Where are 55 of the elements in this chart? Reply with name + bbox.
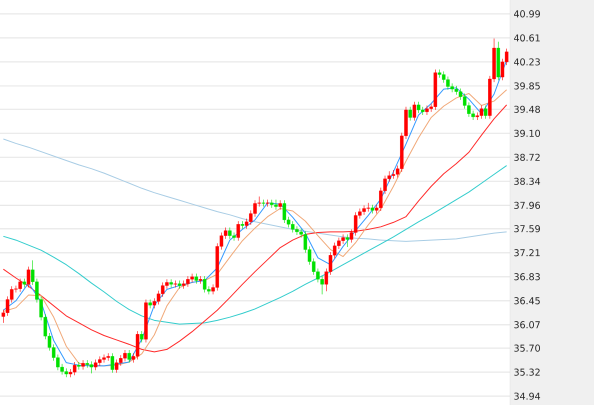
candlestick (282, 200, 286, 224)
candlestick (90, 361, 94, 374)
candlestick (341, 234, 345, 244)
y-tick-label: 37.96 (514, 202, 540, 209)
y-tick-label: 40.99 (514, 10, 540, 18)
candlestick (198, 276, 202, 284)
candlestick (94, 359, 98, 371)
y-tick-label: 38.34 (514, 178, 540, 185)
candlestick (26, 266, 30, 288)
candlestick (228, 227, 232, 240)
candlestick (114, 359, 118, 374)
y-tick-label: 35.70 (514, 344, 540, 352)
candlestick (412, 101, 416, 121)
candlestick (278, 200, 282, 210)
candlestick (232, 232, 236, 242)
candlestick (438, 69, 442, 78)
y-tick-label: 34.94 (514, 392, 540, 400)
y-tick-label: 37.59 (514, 225, 540, 232)
candlestick (446, 76, 450, 90)
candlestick (480, 105, 484, 120)
candlestick (18, 278, 22, 292)
candlestick (140, 330, 144, 343)
candlestick (346, 234, 350, 248)
candlestick (274, 199, 278, 210)
candlestick (295, 226, 299, 236)
candlestick (362, 205, 366, 216)
candlestick (408, 106, 412, 121)
candlestick (236, 220, 240, 242)
y-tick-label: 36.83 (514, 273, 540, 280)
y-tick-label: 40.61 (514, 34, 540, 42)
candlestick (127, 350, 131, 363)
candlestick (68, 368, 72, 378)
y-tick-label: 36.07 (514, 321, 540, 328)
candlestick (425, 105, 429, 116)
candlestick (72, 362, 76, 376)
y-tick-label: 35.32 (514, 368, 540, 376)
candlestick (123, 350, 127, 362)
candlestick (416, 101, 420, 114)
y-tick-label: 40.23 (514, 58, 540, 66)
candlestick (484, 105, 488, 120)
candlestick (194, 273, 198, 284)
y-tick-label: 39.85 (514, 82, 540, 90)
candlestick (178, 280, 182, 290)
y-tick-label: 38.72 (514, 154, 540, 161)
y-tick-label: 36.45 (514, 297, 540, 304)
y-tick-label: 37.21 (514, 249, 540, 256)
candlestick (110, 352, 114, 374)
candlestick (102, 354, 106, 363)
candlestick (136, 330, 140, 360)
candlestick (81, 360, 85, 370)
candlestick (320, 276, 324, 295)
y-tick-label: 39.48 (514, 106, 540, 113)
y-tick-label: 39.10 (514, 130, 540, 137)
candlestick (186, 276, 190, 288)
candlestick (370, 204, 374, 214)
